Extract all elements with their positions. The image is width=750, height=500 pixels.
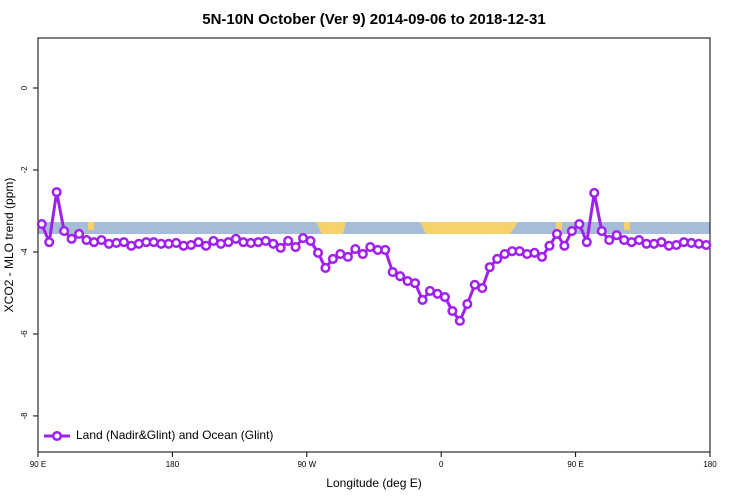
data-point: [596, 226, 607, 237]
data-point: [566, 226, 577, 237]
data-point: [417, 294, 428, 305]
data-point: [462, 298, 473, 310]
y-tick-label: -6: [20, 330, 29, 338]
data-point: [536, 251, 548, 262]
legend-label: Land (Nadir&Glint) and Ocean (Glint): [76, 428, 273, 442]
data-point: [439, 292, 450, 303]
series-line: [40, 191, 707, 324]
y-tick-label: -8: [20, 412, 29, 420]
data-point: [634, 235, 645, 246]
x-tick-label: 90 W: [297, 460, 316, 469]
y-tick-label: -2: [20, 166, 29, 174]
data-point: [544, 240, 555, 251]
x-tick-label: 0: [439, 460, 444, 469]
data-point: [350, 244, 361, 255]
data-point: [387, 267, 398, 278]
x-axis-label: Longitude (deg E): [326, 476, 421, 490]
y-tick-label: 0: [20, 85, 29, 90]
data-point: [118, 237, 129, 248]
data-point: [574, 219, 585, 230]
data-point: [342, 251, 353, 262]
data-point: [447, 305, 458, 317]
y-tick-label: -4: [20, 248, 29, 256]
data-point: [604, 235, 615, 246]
data-point: [395, 271, 406, 282]
chart-title: 5N-10N October (Ver 9) 2014-09-06 to 201…: [202, 11, 546, 28]
data-point: [454, 315, 465, 326]
land-strip: [624, 222, 630, 230]
data-point: [484, 262, 495, 273]
data-point: [268, 238, 279, 249]
data-point: [44, 237, 55, 248]
y-axis-label: XCO2 - MLO trend (ppm): [2, 178, 16, 313]
data-point: [701, 239, 712, 251]
land-strip: [88, 222, 94, 230]
data-point: [492, 253, 503, 264]
data-point: [477, 282, 488, 294]
data-point: [380, 244, 391, 255]
data-point: [275, 242, 286, 253]
data-point: [290, 241, 301, 253]
land-strip: [420, 222, 518, 234]
data-point: [312, 247, 324, 258]
data-point: [193, 237, 204, 248]
land-strip: [316, 222, 346, 234]
data-point: [357, 248, 368, 260]
land-strip: [556, 222, 562, 230]
data-point: [74, 228, 85, 239]
data-point: [529, 247, 540, 258]
x-tick-label: 90 E: [567, 460, 583, 469]
data-point: [589, 187, 600, 198]
map-band: [38, 222, 710, 234]
legend-marker: [51, 430, 63, 442]
data-point: [327, 253, 338, 264]
data-point: [320, 262, 331, 274]
data-point: [36, 219, 47, 230]
data-point: [611, 230, 622, 241]
data-point: [559, 240, 570, 251]
data-point: [200, 240, 212, 251]
x-tick-label: 90 E: [30, 460, 46, 469]
data-point: [305, 235, 316, 246]
x-tick-label: 180: [166, 460, 180, 469]
data-point: [551, 228, 562, 239]
data-point: [96, 235, 107, 246]
data-point: [581, 237, 592, 248]
data-point: [66, 233, 77, 244]
data-point: [410, 278, 421, 289]
data-point: [656, 237, 667, 248]
ocean-band: [38, 222, 710, 234]
data-point: [283, 235, 294, 246]
data-point: [51, 187, 62, 198]
x-tick-label: 180: [703, 460, 717, 469]
data-point: [59, 226, 70, 237]
